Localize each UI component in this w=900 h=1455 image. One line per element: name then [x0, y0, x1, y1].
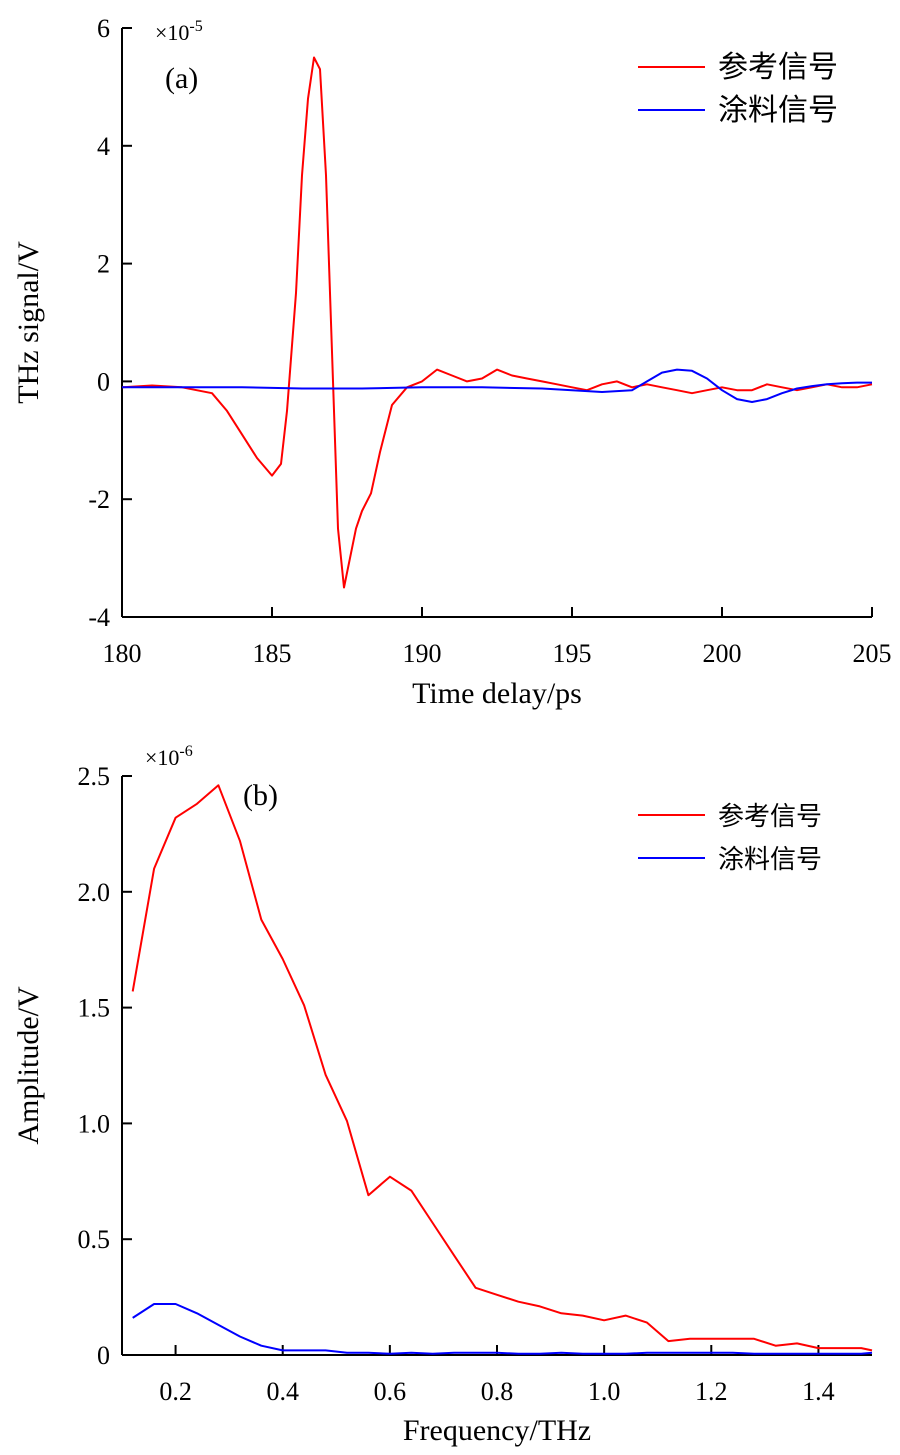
chart-b: 0 0.5 1.0 1.5 2.0 2.5 0.2 0.4 0.6 0.8 1.0 1.2 1.4 Fre… — [12, 743, 873, 1447]
y-tick-label: 0 — [97, 367, 110, 396]
axis-multiplier: ×10-5 — [155, 18, 203, 45]
panel-label: (b) — [243, 779, 278, 812]
y-tick-label: -4 — [88, 603, 110, 632]
series-line-0 — [131, 784, 873, 1352]
x-tick-label: 180 — [103, 639, 142, 668]
y-tick-label: 2.0 — [78, 878, 111, 907]
y-tick-label: 2 — [97, 250, 110, 279]
y-tick-label: -2 — [88, 485, 110, 514]
series-line-1 — [132, 1303, 873, 1355]
x-axis-label: Time delay/ps — [412, 677, 582, 710]
y-tick-label: 6 — [97, 14, 110, 43]
x-tick-label: 200 — [703, 639, 742, 668]
axis-multiplier: ×10-6 — [145, 743, 193, 770]
x-tick-label: 0.4 — [266, 1377, 299, 1406]
y-tick-label: 2.5 — [78, 762, 111, 791]
x-tick-label: 185 — [253, 639, 292, 668]
y-tick-label: 0.5 — [78, 1225, 111, 1254]
x-tick-label: 1.4 — [802, 1377, 835, 1406]
x-tick-label: 1.2 — [695, 1377, 728, 1406]
panel-label: (a) — [165, 62, 198, 95]
x-tick-label: 0.2 — [159, 1377, 192, 1406]
y-tick-label: 1.5 — [78, 994, 111, 1023]
legend-label-1: 涂料信号 — [718, 93, 838, 128]
series-line-0 — [121, 56, 873, 589]
series-line-1 — [122, 368, 872, 403]
legend-label-0: 参考信号 — [718, 50, 838, 85]
x-tick-label: 195 — [553, 639, 592, 668]
x-tick-label: 1.0 — [588, 1377, 621, 1406]
x-tick-label: 205 — [853, 639, 892, 668]
y-axis-label: THz signal/V — [12, 241, 45, 404]
x-axis-label: Frequency/THz — [403, 1414, 591, 1447]
y-axis-label: Amplitude/V — [12, 986, 45, 1145]
legend-label-0: 参考信号 — [718, 802, 822, 832]
x-tick-label: 190 — [403, 639, 442, 668]
x-tick-label: 0.8 — [481, 1377, 514, 1406]
y-tick-label: 1.0 — [78, 1109, 111, 1138]
legend-label-1: 涂料信号 — [718, 845, 822, 875]
y-tick-label: 0 — [97, 1341, 110, 1370]
x-tick-label: 0.6 — [374, 1377, 407, 1406]
y-tick-label: 4 — [97, 132, 110, 161]
chart-a: -4 -2 0 2 4 6 180 185 190 195 200 205 Time delay/ps T… — [12, 14, 892, 710]
